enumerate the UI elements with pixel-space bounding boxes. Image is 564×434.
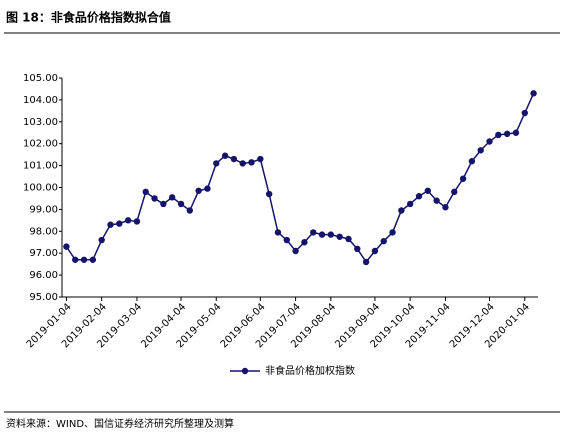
data-point [362, 258, 370, 266]
legend-label: 非食品价格加权指数 [265, 364, 355, 377]
data-point [63, 243, 70, 250]
y-tick-label: 101.00 [23, 161, 58, 172]
y-tick-label: 102.00 [23, 139, 58, 150]
data-point [301, 239, 308, 246]
data-point [168, 194, 176, 201]
data-point [451, 188, 458, 196]
data-point [406, 200, 414, 208]
data-point [116, 220, 123, 227]
data-point [195, 187, 202, 194]
data-point [354, 245, 361, 253]
data-point [72, 256, 79, 263]
data-point [415, 193, 423, 200]
y-tick-label: 95.00 [29, 292, 58, 303]
data-point [371, 247, 379, 255]
data-point [336, 233, 343, 240]
data-point [186, 207, 194, 214]
y-tick-label: 98.00 [29, 226, 58, 237]
data-point [107, 221, 114, 228]
data-point [389, 229, 396, 236]
data-point [512, 129, 520, 136]
y-tick-label: 99.00 [29, 204, 58, 215]
data-point [327, 231, 335, 238]
data-point [468, 158, 476, 165]
data-point [230, 155, 238, 163]
y-tick-label: 96.00 [29, 270, 58, 281]
data-point [283, 236, 290, 244]
y-tick-label: 103.00 [23, 117, 58, 128]
data-point [318, 231, 326, 238]
data-point [398, 207, 405, 214]
data-point [486, 138, 493, 145]
data-point [213, 160, 220, 167]
data-point [151, 195, 158, 202]
data-point [310, 229, 317, 236]
data-point [477, 147, 484, 154]
data-point [530, 90, 537, 97]
data-point [433, 197, 440, 204]
source-note: 资料来源：WIND、国信证券经济研究所整理及测算 [6, 417, 234, 430]
data-point [424, 187, 432, 194]
data-point [133, 218, 141, 225]
data-point [292, 247, 299, 255]
data-point [345, 235, 352, 243]
data-point [98, 236, 105, 244]
data-point [89, 256, 97, 263]
data-point [248, 159, 255, 166]
data-point [204, 185, 211, 192]
y-tick-label: 105.00 [23, 73, 58, 84]
data-point [495, 131, 502, 139]
data-point [380, 237, 387, 245]
legend-marker [241, 367, 249, 375]
data-point [142, 188, 149, 196]
chart-title: 图 18：非食品价格指数拟合值 [6, 10, 171, 25]
data-point [442, 204, 449, 211]
data-point [265, 190, 273, 198]
y-tick-label: 97.00 [29, 248, 58, 259]
data-point [459, 175, 467, 182]
data-point [177, 200, 185, 208]
data-point [80, 256, 88, 263]
data-point [239, 160, 246, 167]
data-point [521, 109, 528, 117]
data-point [274, 229, 282, 236]
y-tick-label: 100.00 [23, 183, 58, 194]
data-point [503, 130, 511, 138]
y-tick-label: 104.00 [23, 95, 58, 106]
data-point [160, 200, 167, 208]
data-point [124, 217, 132, 224]
data-point [257, 155, 264, 163]
data-point [221, 152, 229, 159]
